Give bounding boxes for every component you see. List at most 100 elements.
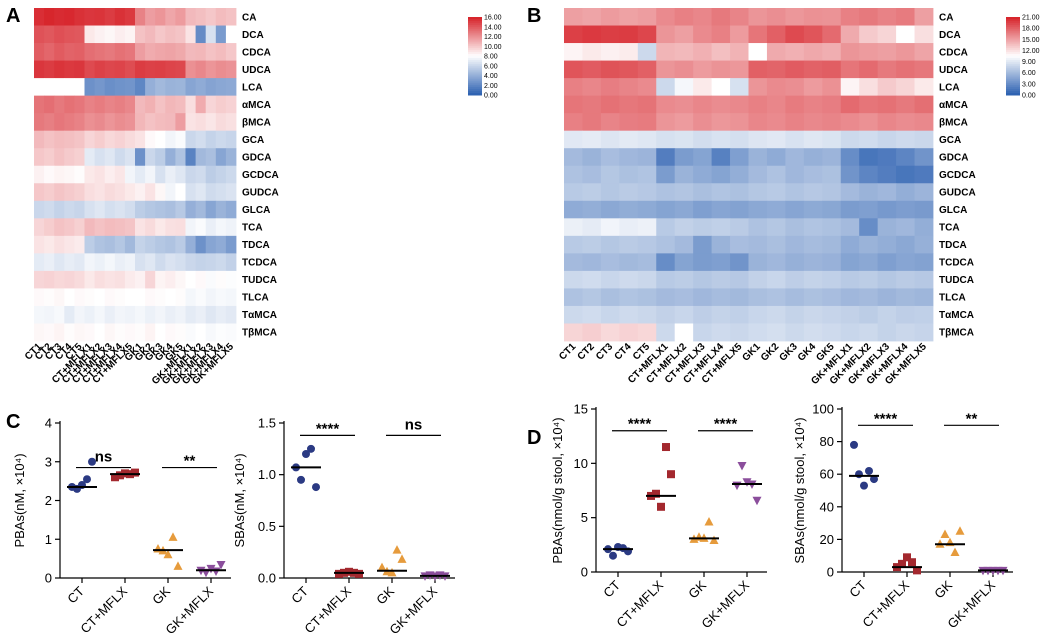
heatmap-cell	[859, 78, 879, 97]
heatmap-cell	[748, 60, 768, 79]
heatmap-cell	[124, 235, 136, 254]
heatmap-cell	[175, 253, 186, 272]
heatmap-cell	[54, 235, 65, 254]
heatmap-cell	[185, 43, 196, 61]
colorbar-segment	[468, 30, 482, 34]
heatmap-cell	[74, 235, 85, 254]
heatmap-cell	[693, 148, 712, 167]
heatmap-cell	[205, 235, 217, 254]
heatmap-cell	[64, 200, 75, 219]
heatmap-cell	[44, 60, 55, 79]
heatmap-cell	[74, 113, 85, 132]
heatmap-cell	[914, 60, 934, 79]
heatmap-cell	[64, 43, 75, 61]
heatmap-cell	[600, 130, 620, 149]
heatmap-cell	[822, 8, 842, 26]
heatmap-cell	[34, 235, 45, 254]
heatmap-cell	[185, 305, 196, 324]
row-label: TLCA	[242, 293, 269, 304]
colorbar-segment	[468, 93, 482, 96]
panel-label-b: B	[527, 5, 541, 27]
data-point-triangle	[163, 549, 173, 559]
heatmap-cell	[840, 95, 860, 114]
colorbar-segment	[468, 17, 482, 20]
data-point-circle	[297, 475, 305, 484]
heatmap-cell	[822, 130, 842, 149]
heatmap-cell	[748, 200, 768, 219]
heatmap-cell	[914, 78, 934, 97]
heatmap-cell	[84, 43, 95, 61]
heatmap-cell	[896, 183, 915, 202]
colorbar-tick: 12.00	[1022, 48, 1040, 55]
colorbar-tick: 15.00	[1022, 37, 1040, 44]
colorbar-segment	[468, 44, 482, 47]
colorbar-segment	[1006, 75, 1020, 78]
heatmap-cell	[54, 78, 65, 97]
heatmap-cell	[135, 235, 146, 254]
heatmap-cell	[914, 323, 934, 342]
heatmap-cell	[44, 113, 55, 132]
heatmap-cell	[619, 218, 639, 237]
heatmap-cell	[155, 305, 166, 324]
data-point-circle	[850, 440, 858, 449]
heatmap-cell	[74, 288, 85, 307]
heatmap-cell	[896, 323, 915, 342]
heatmap-cell	[711, 95, 731, 114]
heatmap-cell	[564, 8, 583, 26]
colorbar-segment	[1006, 22, 1020, 26]
row-label: DCA	[939, 30, 961, 41]
heatmap-cell	[145, 60, 156, 79]
heatmap-cell	[656, 323, 676, 342]
heatmap-cell	[185, 253, 196, 272]
heatmap-cell	[582, 200, 602, 219]
heatmap-cell	[145, 165, 156, 184]
heatmap-cell	[637, 323, 657, 342]
heatmap-cell	[135, 200, 146, 219]
heatmap-cell	[215, 200, 227, 219]
colorbar-segment	[468, 46, 482, 49]
heatmap-cell	[748, 113, 768, 132]
heatmap-cell	[766, 235, 786, 254]
heatmap-cell	[582, 323, 602, 342]
heatmap-cell	[711, 165, 731, 184]
heatmap-cell	[165, 148, 176, 167]
heatmap-cell	[803, 200, 823, 219]
heatmap-cell	[619, 43, 639, 61]
data-point-circle	[870, 475, 878, 484]
heatmap-cell	[656, 8, 676, 26]
heatmap-cell	[896, 43, 915, 61]
heatmap-cell	[748, 78, 768, 97]
y-tick-label: 1.5	[258, 416, 276, 431]
heatmap-cell	[656, 60, 676, 79]
heatmap-cell	[564, 25, 583, 44]
heatmap-cell	[896, 8, 915, 26]
colorbar-segment	[468, 91, 482, 94]
row-label: TCDCA	[242, 258, 277, 269]
heatmap-cell	[656, 43, 676, 61]
row-label: αMCA	[939, 100, 968, 111]
x-tick-label: GK+MFLX	[944, 577, 998, 631]
heatmap-cell	[195, 218, 207, 237]
row-label: TαMCA	[939, 310, 974, 321]
heatmap-cell	[104, 218, 116, 237]
heatmap-cell	[803, 235, 823, 254]
heatmap-cell	[785, 253, 805, 272]
heatmap-cell	[656, 288, 676, 307]
heatmap-cell	[135, 113, 146, 132]
heatmap-cell	[104, 305, 116, 324]
data-point-triangle	[168, 532, 178, 541]
heatmap-cell	[619, 183, 639, 202]
heatmap-cell	[564, 200, 583, 219]
heatmap-cell	[104, 148, 116, 167]
heatmap-cell	[124, 60, 136, 79]
heatmap-cell	[803, 25, 823, 44]
heatmap-cell	[44, 323, 55, 342]
data-point-square	[898, 559, 906, 568]
colorbar-segment	[1006, 87, 1020, 90]
heatmap-cell	[94, 43, 106, 61]
heatmap-cell	[175, 270, 186, 289]
colorbar-tick: 14.00	[484, 24, 502, 31]
heatmap-cell	[619, 270, 639, 289]
heatmap-cell	[785, 165, 805, 184]
colorbar-segment	[468, 81, 482, 84]
